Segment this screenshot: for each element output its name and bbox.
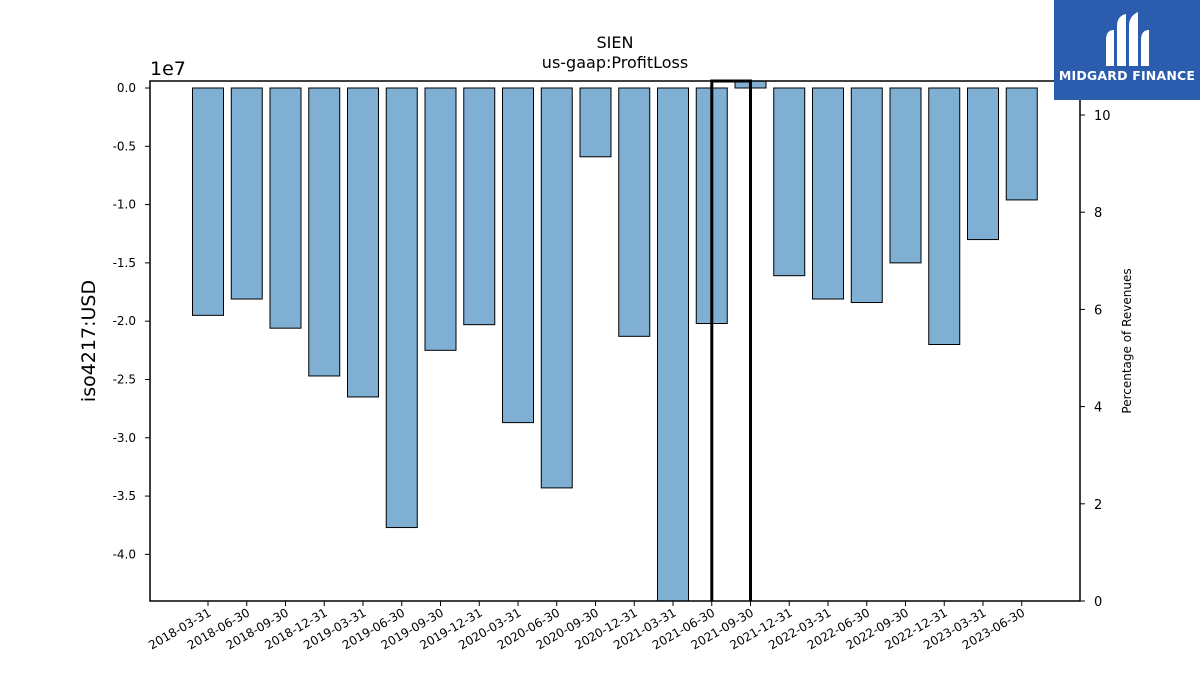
y-axis: 0.0 -0.5 -1.0 -1.5 -2.0 -2.5 -3.0 -3.5 -4.0: [113, 81, 150, 561]
bar-2019-12-31: [463, 87, 496, 326]
y-tick-label: -3.0: [113, 431, 136, 445]
y2-tick-label: 6: [1094, 303, 1102, 318]
bar-2022-09-30: [889, 87, 922, 264]
bar-2020-06-30: [540, 87, 573, 489]
bar-2020-09-30: [579, 87, 612, 158]
y-tick-label: -1.0: [113, 198, 136, 212]
y2-tick-label: 2: [1094, 498, 1102, 513]
midgard-logo-mark: [1054, 0, 1200, 100]
y2-axis: 0 2 4 6 8 10: [1080, 109, 1111, 610]
y-tick-label: -4.0: [113, 547, 136, 561]
bar-2023-03-31: [967, 87, 999, 241]
y-tick-label: -2.5: [113, 372, 136, 386]
bar-2018-06-30: [230, 87, 263, 300]
y-tick-label: 0.0: [117, 81, 136, 95]
y2-axis-label: Percentage of Revenues: [1120, 268, 1134, 413]
x-axis: 2018-03-312018-06-302018-09-302018-12-31…: [146, 601, 1027, 652]
chart-subtitle: us-gaap:ProfitLoss: [542, 53, 688, 72]
y2-tick-label: 4: [1094, 401, 1102, 416]
bar-2019-03-31: [347, 87, 379, 398]
y2-tick-label: 10: [1094, 109, 1111, 124]
y-tick-label: -0.5: [113, 139, 136, 153]
chart-title: SIEN: [597, 33, 634, 52]
bar-2022-06-30: [850, 87, 883, 304]
y-tick-label: -3.5: [113, 489, 136, 503]
bars-layer: [192, 80, 1038, 602]
y-tick-label: -2.0: [113, 314, 136, 328]
bar-2018-09-30: [269, 87, 302, 329]
bar-2019-06-30: [385, 87, 418, 529]
bar-2022-03-31: [812, 87, 844, 300]
bar-2023-06-30: [1005, 87, 1038, 201]
plot-frame: [149, 80, 1081, 602]
bar-2019-09-30: [424, 87, 457, 351]
bar-2018-12-31: [308, 87, 341, 377]
y-tick-label: -1.5: [113, 256, 136, 270]
bar-2020-12-31: [618, 87, 651, 337]
y-offset-label: 1e7: [150, 58, 186, 80]
bar-2022-12-31: [928, 87, 961, 345]
bar-2021-03-31: [657, 87, 689, 602]
bar-2021-12-31: [773, 87, 806, 277]
midgard-finance-logo: MIDGARD FINANCE: [1054, 0, 1200, 100]
y-axis-label: iso4217:USD: [78, 280, 100, 402]
y2-tick-label: 0: [1094, 595, 1102, 610]
bar-2018-03-31: [192, 87, 224, 316]
logo-wordmark: MIDGARD FINANCE: [1058, 68, 1196, 83]
y2-tick-label: 8: [1094, 206, 1102, 221]
bar-2020-03-31: [502, 87, 534, 424]
